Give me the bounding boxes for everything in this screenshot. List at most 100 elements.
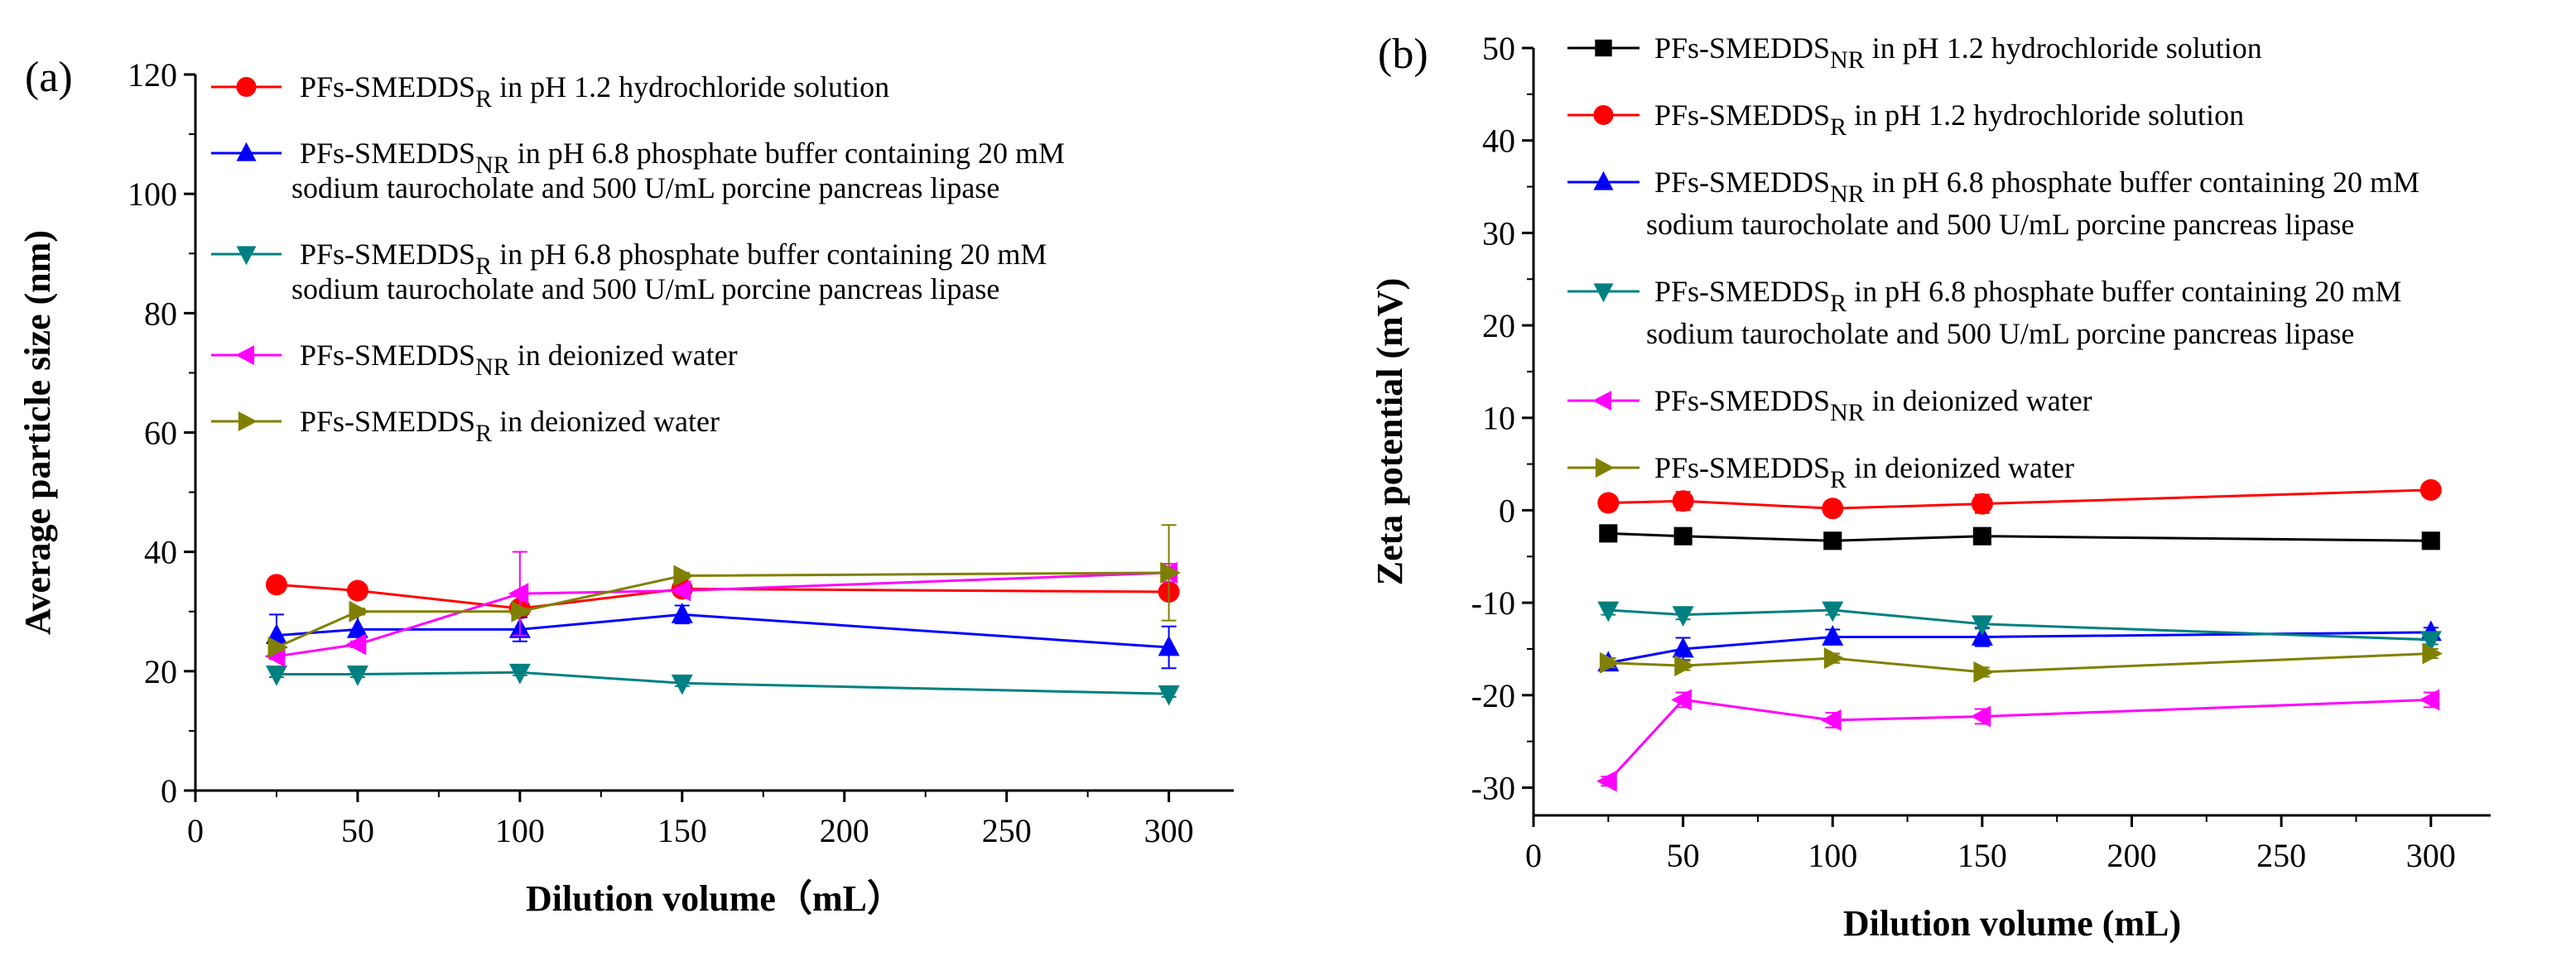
y-tick-label: 30 <box>1482 214 1515 252</box>
series-4 <box>1596 689 2440 792</box>
y-tick-label: 100 <box>128 175 177 213</box>
data-point <box>1672 490 1694 512</box>
y-tick-label: 120 <box>128 56 177 94</box>
legend-subscript: R <box>475 85 492 113</box>
legend-marker <box>1593 171 1614 190</box>
series-2 <box>265 663 1180 706</box>
data-point <box>670 579 691 602</box>
legend-condition: in pH 6.8 phosphate buffer containing 20… <box>1865 166 2420 199</box>
data-point <box>671 603 693 623</box>
data-point <box>1674 655 1695 677</box>
legend-condition: in pH 6.8 phosphate buffer containing 20… <box>492 238 1047 271</box>
data-point <box>511 600 532 622</box>
data-point <box>1599 651 1620 674</box>
series-line <box>1607 698 2431 782</box>
legend: PFs-SMEDDSNR in pH 1.2 hydrochloride sol… <box>1567 31 2420 493</box>
legend-series-name: PFs-SMEDDS <box>300 339 475 372</box>
data-point <box>1596 770 1617 792</box>
data-point <box>671 674 693 695</box>
data-point <box>1823 647 1845 670</box>
data-point <box>2420 631 2442 652</box>
x-tick-label: 250 <box>2256 837 2306 874</box>
legend-label-4: PFs-SMEDDSNR in deionized water <box>1654 384 2092 426</box>
data-point <box>508 583 529 605</box>
legend-subscript: NR <box>475 151 510 179</box>
legend-label-2: PFs-SMEDDSR in pH 6.8 phosphate buffer c… <box>300 238 1047 280</box>
y-tick-label: 40 <box>1482 123 1515 160</box>
legend-subscript: R <box>1830 290 1847 317</box>
legend-label-continuation: sodium taurocholate and 500 U/mL porcine… <box>1646 317 2354 350</box>
x-tick-label: 0 <box>1525 837 1542 874</box>
x-tick-label: 150 <box>1957 837 2007 874</box>
y-tick-label: 40 <box>144 534 177 571</box>
y-tick-label: 20 <box>1482 307 1515 344</box>
x-tick-label: 100 <box>495 812 545 849</box>
chart-panel-b: (b) 0 50 100 150 200 250 300 -30 -20 -10 0 10 20 30 40 5… <box>1370 30 2491 944</box>
legend-condition: in pH 1.2 hydrochloride solution <box>492 70 889 103</box>
series-line <box>276 613 1169 649</box>
legend-marker <box>238 411 258 431</box>
legend-label-0: PFs-SMEDDSR in pH 1.2 hydrochloride solu… <box>300 70 889 113</box>
data-point <box>508 663 531 685</box>
data-point <box>1673 526 1692 546</box>
y-tick-label: -30 <box>1471 769 1515 806</box>
legend-subscript: R <box>1830 466 1847 493</box>
legend-condition: in pH 6.8 phosphate buffer containing 20… <box>510 137 1065 170</box>
legend-marker <box>235 345 255 365</box>
data-point <box>1672 606 1694 627</box>
data-point <box>1822 601 1844 622</box>
legend-subscript: NR <box>1830 46 1865 74</box>
legend-condition: in pH 1.2 hydrochloride solution <box>1847 99 2244 132</box>
data-point <box>2419 689 2440 711</box>
data-point <box>1158 685 1180 706</box>
y-tick-label: 0 <box>161 772 177 810</box>
legend-marker <box>236 246 257 266</box>
legend-series-name: PFs-SMEDDS <box>1654 275 1830 308</box>
legend-subscript: R <box>1830 113 1847 141</box>
x-tick-label: 0 <box>187 812 204 849</box>
legend-marker <box>236 77 257 97</box>
x-tick-label: 300 <box>2406 837 2456 874</box>
data-point <box>349 600 370 622</box>
data-point <box>2420 478 2442 501</box>
x-tick-label: 200 <box>2107 837 2157 874</box>
y-tick-label: 50 <box>1482 30 1515 67</box>
y-tick-label: -20 <box>1471 677 1515 714</box>
data-point <box>267 637 289 658</box>
data-point <box>346 666 368 686</box>
legend-condition: in pH 6.8 phosphate buffer containing 20… <box>1847 275 2401 308</box>
data-point <box>346 618 368 638</box>
y-tick-label: 10 <box>1482 400 1515 437</box>
legend-label-3: PFs-SMEDDSR in pH 6.8 phosphate buffer c… <box>1654 275 2401 317</box>
legend-label-1: PFs-SMEDDSR in pH 1.2 hydrochloride solu… <box>1654 99 2244 141</box>
legend-series-name: PFs-SMEDDS <box>1654 166 1830 199</box>
panel-label: (a) <box>25 54 73 101</box>
legend-label-continuation: sodium taurocholate and 500 U/mL porcine… <box>1646 208 2354 241</box>
x-tick-label: 50 <box>1667 837 1700 874</box>
legend-subscript: R <box>475 420 492 447</box>
series-4 <box>267 524 1181 658</box>
legend-label-continuation: sodium taurocholate and 500 U/mL porcine… <box>291 272 999 305</box>
series-line <box>276 671 1169 695</box>
y-tick-label: 20 <box>144 653 177 690</box>
data-point <box>1973 661 1995 683</box>
x-tick-label: 100 <box>1808 837 1857 874</box>
series-line <box>1608 531 2431 542</box>
legend-series-name: PFs-SMEDDS <box>1654 451 1830 484</box>
legend-label-continuation: sodium taurocholate and 500 U/mL porcine… <box>291 171 999 204</box>
legend-series-name: PFs-SMEDDS <box>1654 99 1830 132</box>
y-tick-label: -10 <box>1471 584 1515 622</box>
series-line <box>276 571 1169 649</box>
legend-label-5: PFs-SMEDDSR in deionized water <box>1654 451 2074 493</box>
chart-panel-a: (a) 0 50 100 150 200 250 300 0 20 40 60 80 100 120 Dilu… <box>17 54 1234 919</box>
legend-label-0: PFs-SMEDDSNR in pH 1.2 hydrochloride sol… <box>1654 31 2262 74</box>
legend-condition: in deionized water <box>492 405 720 438</box>
data-point <box>1822 625 1844 646</box>
data-point <box>1971 615 1993 637</box>
y-axis-title: Zeta potential (mV) <box>1370 278 1410 586</box>
legend-condition: in deionized water <box>510 339 738 372</box>
series-5 <box>1599 642 2444 683</box>
legend-marker <box>1593 283 1614 303</box>
series-line <box>1608 652 2431 674</box>
